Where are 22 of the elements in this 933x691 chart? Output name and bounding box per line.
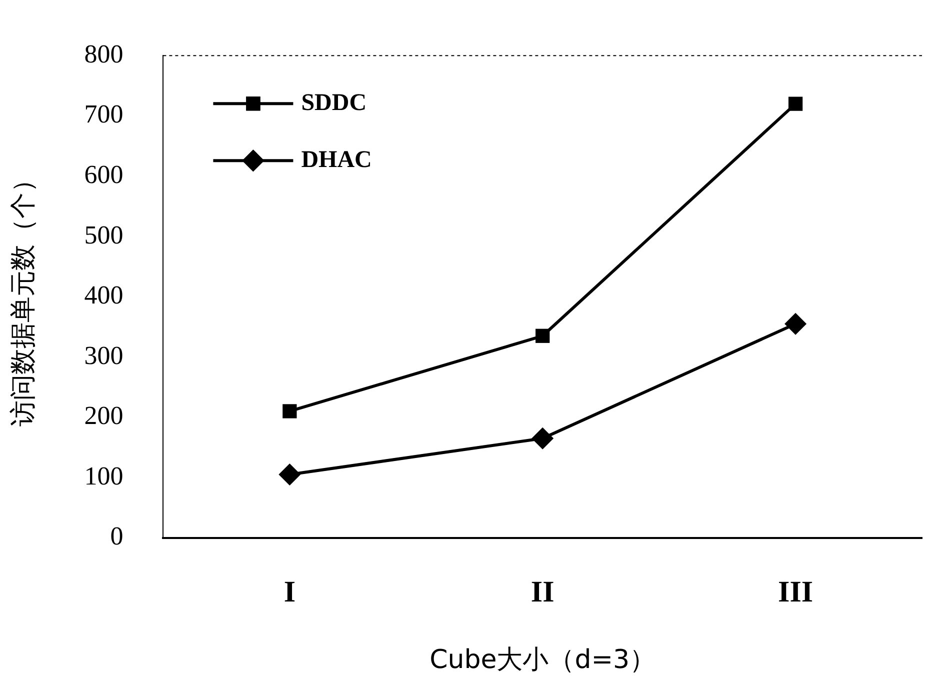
x-axis-title: Cube大小（d=3） [430,645,656,676]
y-axis-title: 访问数据单元数（个） [8,166,38,427]
y-tick-label: 600 [84,160,124,189]
point [536,328,550,343]
y-tick-label: 700 [84,100,124,129]
y-tick-label: 400 [84,280,124,310]
legend-label: DHAC [301,146,372,173]
x-tick-label: II [530,576,554,609]
point [278,464,301,486]
point [788,96,803,111]
x-tick-label: III [778,576,814,609]
y-tick-label: 200 [84,401,124,430]
y-tick-label: 100 [84,461,124,490]
point [784,312,807,335]
y-tick-label: 500 [84,220,124,250]
x-tick-label: I [284,576,296,609]
y-tick-label: 800 [84,39,124,68]
y-tick-label: 0 [110,522,124,551]
y-tick-label: 300 [84,340,124,370]
point [282,404,297,418]
point [532,427,554,450]
legend-label: SDDC [301,90,367,116]
